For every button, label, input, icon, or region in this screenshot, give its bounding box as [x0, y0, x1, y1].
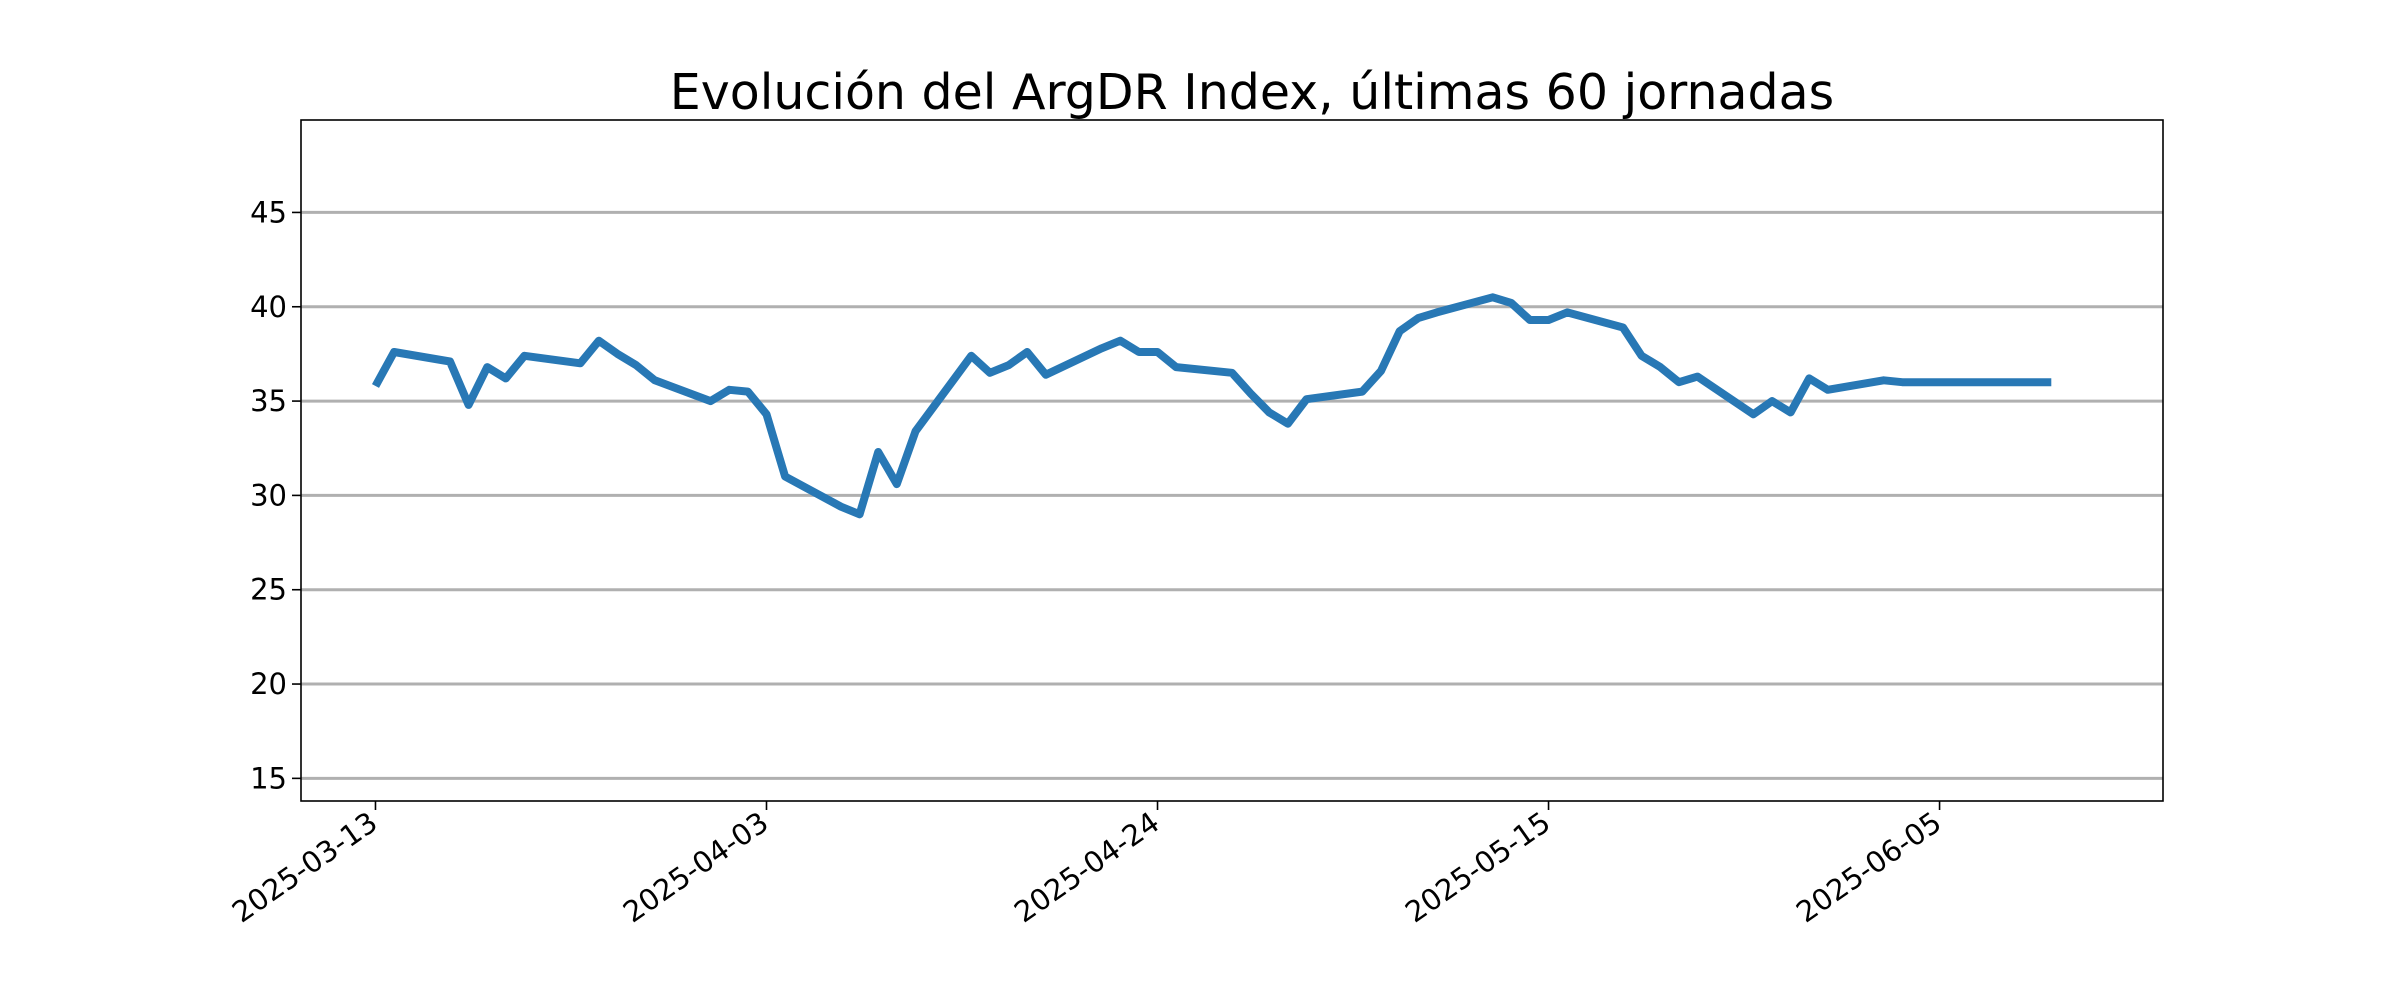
y-tick-label: 45	[250, 195, 287, 229]
y-tick-label: 30	[250, 478, 287, 512]
y-tick-label: 15	[250, 761, 287, 795]
gridlines	[301, 210, 2163, 780]
series-line	[371, 293, 2052, 519]
y-tick-label: 40	[250, 290, 287, 324]
plot-frame	[300, 119, 2164, 802]
y-axis: 15 20 25 30 35 40 45	[250, 195, 301, 795]
chart-title: Evolución del ArgDR Index, últimas 60 jo…	[670, 64, 1834, 121]
y-tick-label: 25	[250, 573, 287, 607]
y-tick-label: 20	[250, 667, 287, 701]
y-tick-label: 35	[250, 384, 287, 418]
series-layer	[371, 293, 2052, 519]
